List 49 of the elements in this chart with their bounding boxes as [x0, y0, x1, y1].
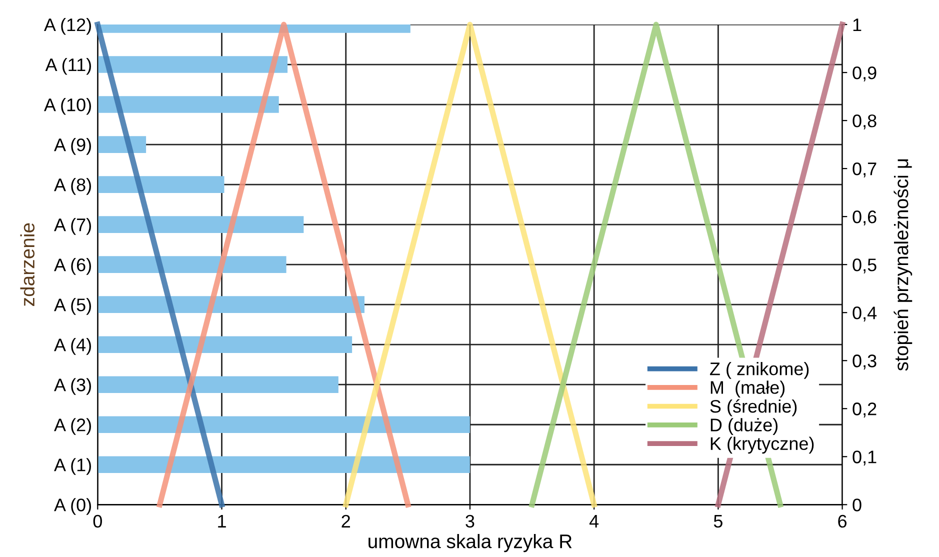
- y-tick-label: 0,5: [852, 258, 876, 274]
- y-tick-label: 0,3: [852, 354, 876, 370]
- y-tick-label: 0: [852, 498, 862, 512]
- bar: [98, 336, 352, 353]
- y-tick-label: A (1): [54, 458, 91, 475]
- x-tick-label: 4: [589, 515, 599, 528]
- legend-label: K (krytyczne): [710, 436, 814, 454]
- y-tick-label: A (7): [54, 218, 91, 235]
- y-tick-label: A (3): [54, 378, 91, 395]
- y-tick-label: A (8): [54, 178, 91, 195]
- y-tick-label: A (10): [44, 98, 91, 115]
- y-axis-title: stopień przynależności μ: [894, 159, 912, 371]
- y-tick-label: 1: [853, 18, 862, 32]
- bar: [98, 216, 304, 233]
- y-tick-label: A (5): [54, 298, 91, 315]
- y-tick-label: A (9): [54, 138, 91, 155]
- y-tick-label: 0,4: [852, 306, 877, 322]
- legend-label: S (średnie): [710, 399, 797, 416]
- x-tick-label: 2: [342, 514, 350, 528]
- bar: [98, 256, 286, 273]
- x-axis-title: umowna skala ryzyka R: [368, 534, 572, 552]
- x-tick-label: 1: [218, 515, 226, 528]
- x-tick-label: 0: [93, 514, 102, 528]
- x-tick-label: 6: [838, 514, 847, 528]
- y-tick-label: A (2): [54, 418, 91, 435]
- bar: [98, 456, 470, 474]
- y-tick-label: A (12): [44, 18, 91, 35]
- y-tick-label: 0,9: [852, 66, 876, 82]
- legend-label: D (duże): [710, 418, 778, 435]
- y-tick-label: 0,6: [852, 210, 876, 226]
- bar: [98, 176, 224, 193]
- bar: [98, 56, 288, 73]
- x-tick-label: 5: [714, 515, 722, 528]
- y-tick-label: 0,2: [852, 402, 876, 418]
- bar: [98, 296, 364, 313]
- y-tick-label: A (4): [54, 338, 91, 355]
- x-tick-label: 3: [466, 514, 474, 528]
- y-tick-label: A (6): [54, 258, 91, 275]
- bar: [98, 96, 279, 113]
- legend-label: Z ( znikome): [710, 362, 809, 379]
- y-tick-label: 0,1: [852, 450, 876, 466]
- bar: [98, 416, 470, 434]
- bar: [98, 376, 338, 394]
- legend-label: M (małe): [710, 380, 785, 398]
- y-tick-label: A (0): [54, 498, 91, 515]
- y-axis-title: zdarzenie: [20, 223, 35, 306]
- y-tick-label: 0,7: [852, 162, 876, 178]
- y-tick-label: A (11): [45, 58, 91, 75]
- y-tick-label: 0,8: [852, 114, 876, 130]
